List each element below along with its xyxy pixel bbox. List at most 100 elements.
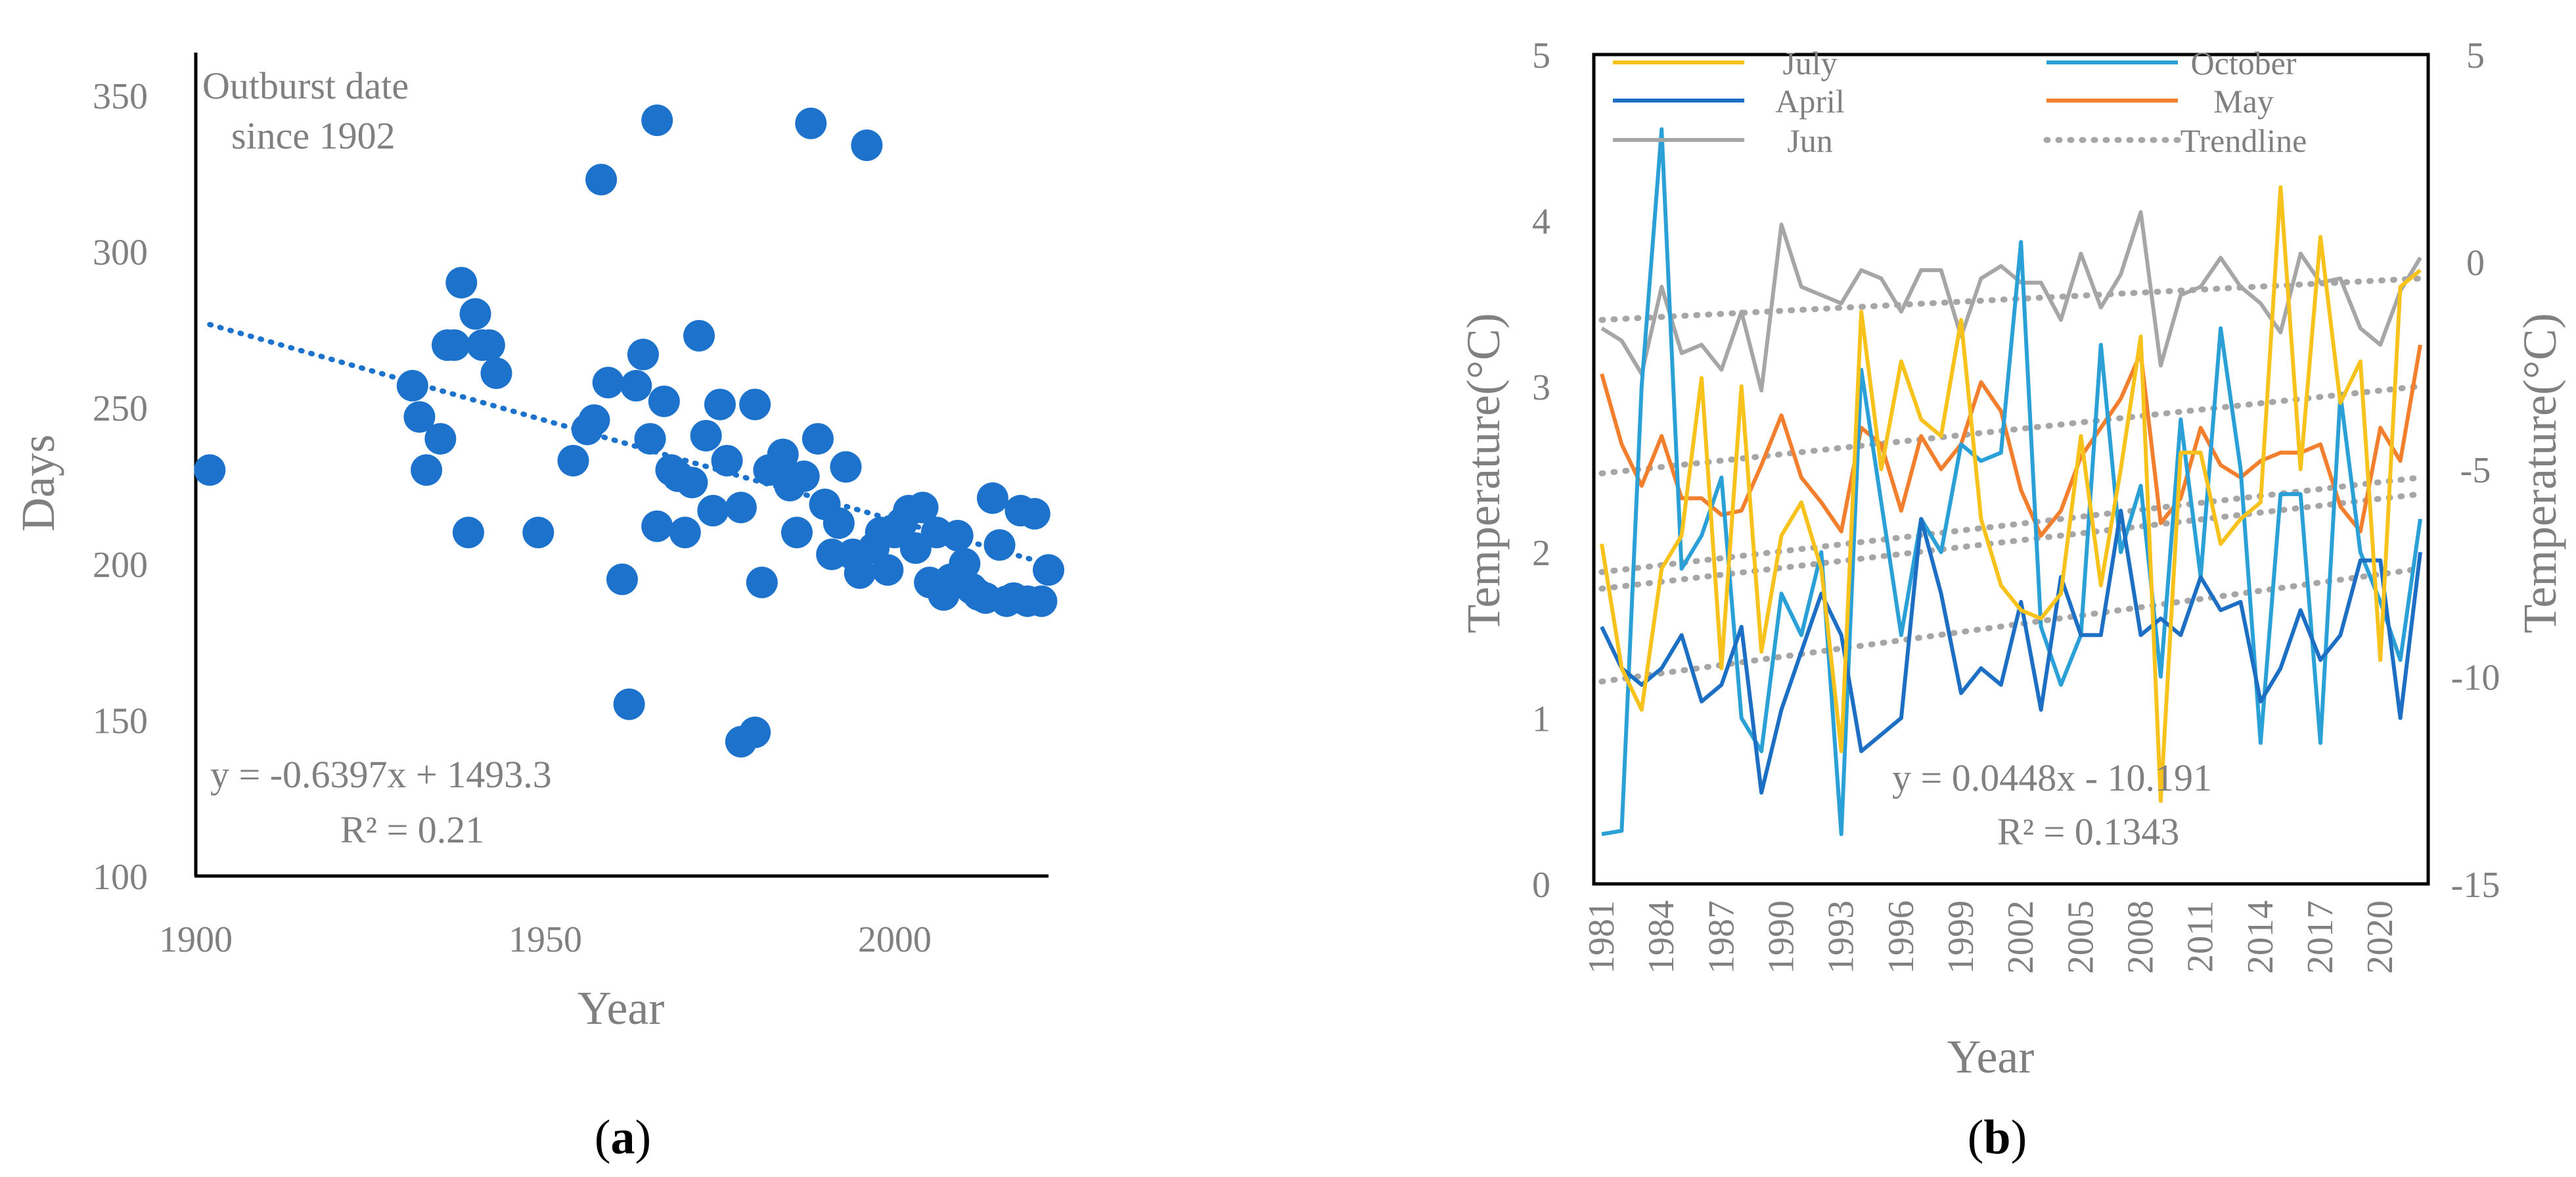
panel-b-x-tick-1996: 1996 <box>1881 900 1922 974</box>
panel-a-point-7 <box>445 267 478 299</box>
panel-b-left-tick-3: 3 <box>1532 367 1550 408</box>
panel-a-point-31 <box>683 319 715 352</box>
panel-b-plot-frame <box>1592 53 2430 886</box>
panel-a-point-51 <box>823 507 855 540</box>
panel-a-y-axis-title: Days <box>12 434 64 532</box>
panel-a-point-17 <box>585 164 618 196</box>
panel-a-scatter-chart: 100 150 200 250 300 350 1900 1950 2000 Outburst… <box>12 53 1064 1165</box>
panel-b-x-tick-2002: 2002 <box>2000 900 2041 974</box>
panel-a-point-39 <box>739 388 771 421</box>
panel-b-legend-label-april: April <box>1775 83 1845 120</box>
panel-a-x-tick-labels: 1900 1950 2000 <box>159 919 932 960</box>
panel-a-x-axis-title: Year <box>577 982 665 1034</box>
panel-b-left-y-axis-title: Temperature(°C) <box>1457 313 1510 634</box>
panel-b-x-tick-1999: 1999 <box>1941 900 1981 974</box>
panel-a-label-close: ) <box>635 1111 652 1165</box>
panel-a-point-29 <box>669 517 701 549</box>
panel-a-point-23 <box>634 423 666 455</box>
panel-a-point-38 <box>739 716 771 749</box>
panel-b-legend-label-october: October <box>2190 45 2296 81</box>
panel-b-regression-equation: y = 0.0448x - 10.191 <box>1892 756 2212 799</box>
panel-a-y-tick-350: 350 <box>93 76 148 117</box>
panel-a-point-26 <box>648 385 680 417</box>
panel-a-y-tick-200: 200 <box>93 545 148 586</box>
panel-b-x-tick-2020: 2020 <box>2360 900 2401 974</box>
panel-a-y-tick-300: 300 <box>93 233 148 273</box>
panel-a-point-25 <box>641 104 673 137</box>
panel-a-point-46 <box>788 460 820 492</box>
panel-a-y-tick-100: 100 <box>93 857 148 898</box>
panel-a-point-2 <box>403 401 436 433</box>
panel-b-x-tick-2017: 2017 <box>2300 900 2341 974</box>
panel-b-series-october <box>1601 127 2422 837</box>
panel-a-point-43 <box>767 438 799 471</box>
panel-b-legend-label-jun: Jun <box>1787 122 1832 159</box>
panel-b-right-tick--15: -15 <box>2451 865 2500 906</box>
panel-a-point-69 <box>949 547 981 580</box>
panel-b-right-tick--10: -10 <box>2451 658 2500 699</box>
panel-b-x-tick-labels: 1981 1984 1987 1990 1993 1996 1999 2002 2005 2008… <box>1581 900 2401 974</box>
panel-b-legend-label-july: July <box>1782 45 1837 81</box>
panel-a-point-63 <box>907 492 939 524</box>
panel-b-legend-label-trendline: Trendline <box>2181 122 2307 159</box>
panel-a-point-79 <box>1018 497 1051 530</box>
panel-b-series-april <box>1600 509 2422 795</box>
panel-a-point-9 <box>459 298 491 330</box>
panel-b-left-tick-labels: 0 1 2 3 4 5 <box>1532 35 1550 906</box>
panel-a-label-open: ( <box>595 1111 611 1165</box>
panel-a-annotation-line2: since 1902 <box>231 114 395 157</box>
panel-b-x-tick-2011: 2011 <box>2181 900 2221 973</box>
panel-b-left-tick-5: 5 <box>1532 35 1550 76</box>
panel-a-point-37 <box>725 492 757 524</box>
panel-a-x-tick-2000: 2000 <box>858 919 932 960</box>
panel-a-point-18 <box>592 367 624 399</box>
panel-b-legend: July October April May Jun Trendline <box>1613 45 2307 159</box>
panel-a-point-34 <box>704 388 736 421</box>
panel-b-legend-label-may: May <box>2213 83 2274 120</box>
panel-a-label: (a) <box>595 1111 651 1165</box>
panel-b-right-y-axis-title: Temperature(°C) <box>2514 313 2566 634</box>
panel-b-x-tick-1993: 1993 <box>1821 900 1862 974</box>
panel-a-point-20 <box>613 688 645 720</box>
panel-a-trendline-line <box>207 321 1045 565</box>
panel-a-point-14 <box>557 444 589 476</box>
panel-a-point-54 <box>844 557 876 589</box>
panel-a-point-58 <box>872 554 904 586</box>
panel-a-point-45 <box>780 517 813 549</box>
panel-a-point-80 <box>1026 585 1058 617</box>
panel-b-label-letter: b <box>1983 1111 2010 1165</box>
panel-b-label-open: ( <box>1968 1111 1984 1165</box>
panel-b-x-tick-1981: 1981 <box>1581 900 1622 974</box>
panel-a-y-tick-150: 150 <box>93 701 148 741</box>
panel-a-x-tick-1900: 1900 <box>159 919 233 960</box>
panel-a-point-74 <box>983 529 1016 561</box>
panel-a-trendline <box>207 321 1045 565</box>
panel-b-label-close: ) <box>2011 1111 2027 1165</box>
panel-a-x-tick-1950: 1950 <box>508 919 582 960</box>
panel-a-annotation-line1: Outburst date <box>202 64 409 107</box>
panel-b-trendline-0 <box>1598 275 2424 323</box>
panel-b-left-tick-0: 0 <box>1532 865 1550 906</box>
panel-a-y-tick-labels: 100 150 200 250 300 350 <box>93 76 148 898</box>
panel-a-r-squared: R² = 0.21 <box>340 808 484 851</box>
panel-a-point-13 <box>522 517 554 549</box>
panel-b-r-squared: R² = 0.1343 <box>1997 810 2179 853</box>
panel-a-point-12 <box>480 357 512 389</box>
panel-a-point-24 <box>641 510 673 542</box>
panel-b-right-tick-0: 0 <box>2466 243 2485 284</box>
panel-b-x-axis-title: Year <box>1947 1030 2035 1083</box>
panel-a-point-52 <box>830 451 862 483</box>
panel-b-right-tick-labels: -15 -10 -5 0 5 <box>2451 35 2500 906</box>
panel-a-point-40 <box>746 566 778 599</box>
panel-b-series-may <box>1600 344 2422 538</box>
panel-a-point-68 <box>941 520 974 552</box>
panel-a-point-11 <box>473 329 505 361</box>
panel-a-point-47 <box>795 107 827 139</box>
panel-b-x-tick-1990: 1990 <box>1761 900 1802 974</box>
panel-a-point-0 <box>194 454 226 486</box>
panel-a-scatter-points <box>194 104 1064 758</box>
panel-a-regression-equation: y = -0.6397x + 1493.3 <box>210 753 552 796</box>
panel-a-point-48 <box>802 423 834 455</box>
panel-b-series-july <box>1600 185 2422 803</box>
